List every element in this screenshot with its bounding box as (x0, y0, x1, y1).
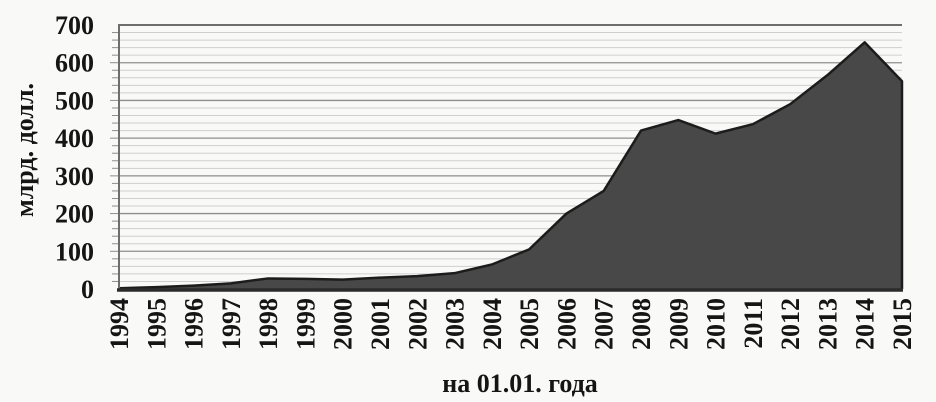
y-tick-labels: 0 100 200 300 400 500 600 700 (55, 11, 94, 304)
x-tick-label: 2005 (515, 298, 544, 350)
x-tick-label: 2011 (739, 298, 768, 349)
x-tick-label: 2012 (776, 298, 805, 350)
y-tick-label: 0 (81, 275, 94, 304)
x-tick-label: 2013 (813, 298, 842, 350)
x-tick-label: 1997 (217, 298, 246, 350)
x-tick-label: 2003 (441, 298, 470, 350)
x-tick-label: 2002 (403, 298, 432, 350)
plot-frame-layer (117, 24, 903, 292)
x-tick-label: 2015 (888, 298, 917, 350)
x-tick-label: 2010 (702, 298, 731, 350)
y-tick-label: 600 (55, 49, 94, 78)
x-tick-label: 2004 (478, 298, 507, 350)
x-tick-label: 1998 (254, 298, 283, 350)
y-tick-label: 300 (55, 162, 94, 191)
x-tick-label: 2009 (664, 298, 693, 350)
y-tick-label: 500 (55, 86, 94, 115)
area-series-edge (118, 41, 904, 290)
x-axis-title: на 01.01. года (442, 369, 598, 398)
x-tick-label: 1999 (291, 298, 320, 350)
y-axis-title: млрд. долл. (10, 83, 39, 217)
y-tick-label: 400 (55, 124, 94, 153)
x-tick-label: 2001 (366, 298, 395, 350)
y-tick-label: 200 (55, 200, 94, 229)
x-tick-label: 2000 (329, 298, 358, 350)
y-tick-label: 100 (55, 237, 94, 266)
area-series-layer (118, 41, 904, 290)
y-tick-label: 700 (55, 11, 94, 40)
x-tick-label: 1994 (105, 298, 134, 350)
x-tick-label: 1996 (180, 298, 209, 350)
x-tick-label: 2006 (552, 298, 581, 350)
area-series (119, 42, 902, 289)
x-tick-label: 1995 (142, 298, 171, 350)
x-tick-labels: 1994 1995 1996 1997 1998 1999 2000 2001 2002 2003… (105, 298, 917, 350)
x-tick-label: 2007 (590, 298, 619, 350)
x-tick-label: 2008 (627, 298, 656, 350)
x-tick-label: 2014 (851, 298, 880, 350)
